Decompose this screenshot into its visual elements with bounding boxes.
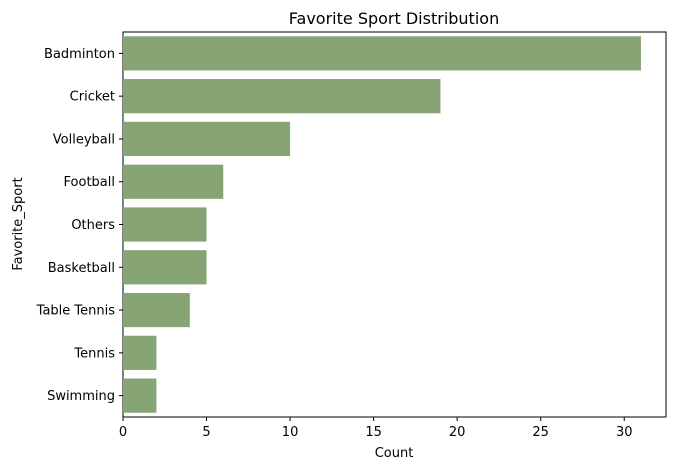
bar-tennis [123,335,157,370]
bar-cricket [123,79,441,114]
y-tick-label: Cricket [70,90,115,105]
x-tick-label: 0 [119,425,127,440]
x-tick-label: 15 [365,425,382,440]
x-tick-label: 20 [449,425,466,440]
bar-basketball [123,250,207,285]
x-axis-title: Count [375,446,414,461]
y-tick-label: Swimming [47,389,115,404]
bar-table-tennis [123,292,190,328]
y-axis-title: Favorite_Sport [11,177,26,270]
y-tick-label: Tennis [73,346,115,361]
y-tick-label: Others [71,218,115,233]
bar-swimming [123,378,157,413]
x-tick-label: 25 [532,425,549,440]
bar-volleyball [123,121,291,157]
bar-badminton [123,36,641,71]
x-tick-label: 10 [282,425,299,440]
bar-others [123,207,207,242]
x-tick-label: 5 [202,425,210,440]
y-tick-label: Badminton [44,47,115,62]
x-tick-label: 30 [616,425,633,440]
bar-football [123,164,224,199]
y-tick-label: Basketball [48,261,115,276]
x-axis-ticks: 0 5 10 15 20 25 30 [119,417,633,440]
y-axis-ticks: Badminton Cricket Volleyball Football Others… [36,47,123,404]
bar-series [123,36,641,413]
y-tick-label: Football [64,175,115,190]
y-tick-label: Table Tennis [36,304,116,319]
chart-title: Favorite Sport Distribution [289,9,499,28]
y-tick-label: Volleyball [53,132,115,147]
